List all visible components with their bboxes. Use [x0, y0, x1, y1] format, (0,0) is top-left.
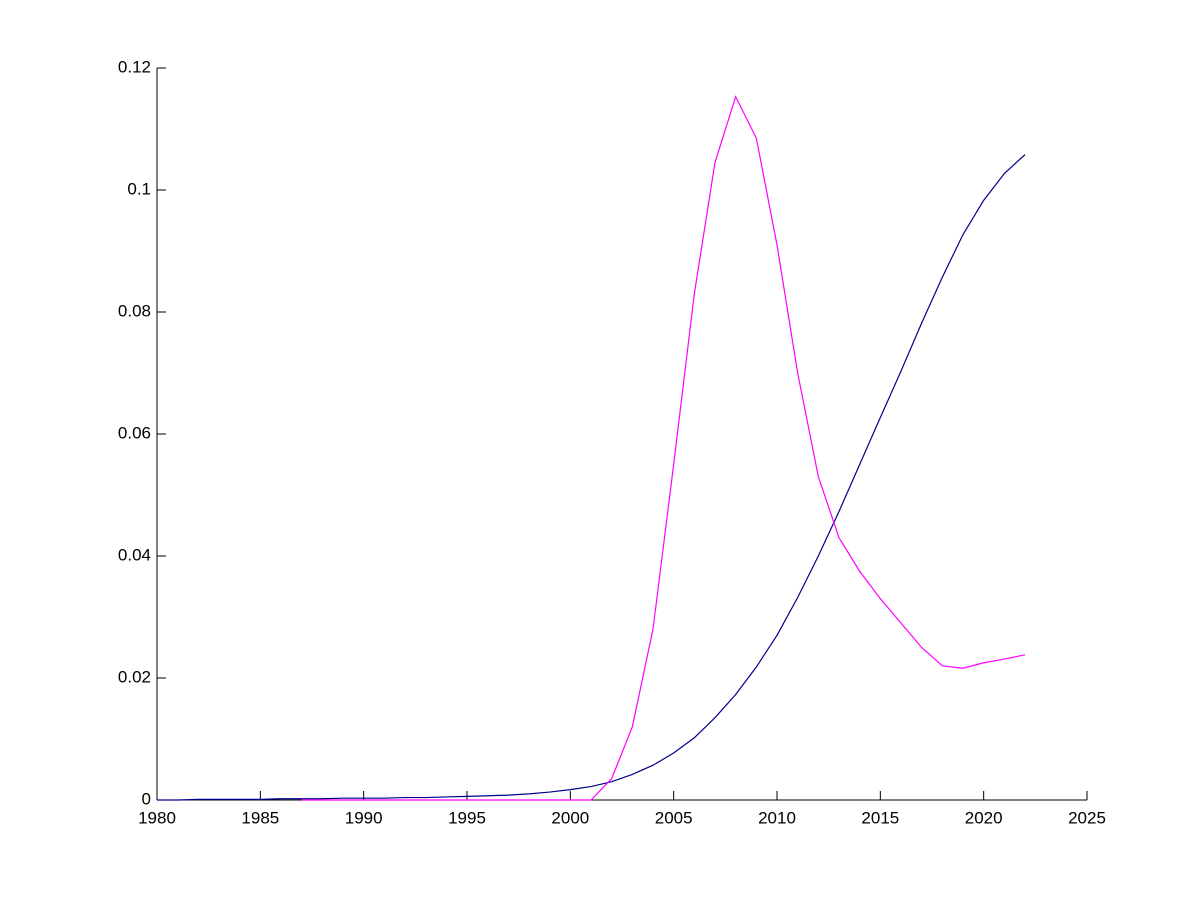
x-tick-label: 2005: [655, 808, 693, 827]
x-tick-label: 1985: [241, 808, 279, 827]
x-tick-label: 1980: [138, 808, 176, 827]
x-tick-label: 2025: [1068, 808, 1106, 827]
y-tick-label: 0.04: [118, 545, 151, 564]
y-tick-label: 0.08: [118, 301, 151, 320]
y-tick-label: 0.06: [118, 423, 151, 442]
y-tick-label: 0.1: [127, 179, 151, 198]
x-tick-label: 1995: [448, 808, 486, 827]
x-tick-label: 2010: [758, 808, 796, 827]
x-tick-label: 1990: [345, 808, 383, 827]
y-tick-label: 0.12: [118, 57, 151, 76]
y-tick-label: 0.02: [118, 667, 151, 686]
x-tick-label: 2020: [965, 808, 1003, 827]
y-tick-label: 0: [142, 789, 151, 808]
x-tick-label: 2015: [861, 808, 899, 827]
series-line: [157, 154, 1026, 801]
x-tick-label: 2000: [551, 808, 589, 827]
series-line: [301, 95, 1026, 801]
